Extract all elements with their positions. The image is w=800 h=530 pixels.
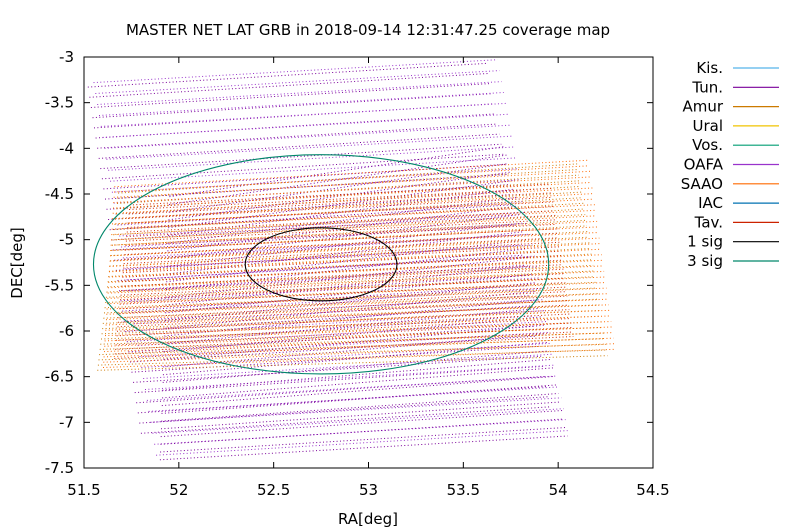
- legend-label: Amur: [682, 98, 723, 116]
- y-tick-label: -5.5: [45, 276, 74, 294]
- contour-3-sig: [92, 154, 550, 375]
- y-tick-label: -4: [59, 139, 74, 157]
- coverage-field-3: [159, 146, 568, 461]
- x-tick-label: 54: [549, 481, 568, 499]
- axis-ticks: 51.5 52 52.5 53 53.5 54 54.5 -3 -3.5 -4 -4.5 -5 -5.5…: [45, 48, 670, 499]
- legend-label: SAAO: [681, 175, 723, 193]
- legend-label: Ural: [692, 117, 723, 135]
- chart-title: MASTER NET LAT GRB in 2018-09-14 12:31:4…: [126, 21, 610, 39]
- coverage-fields: [87, 59, 616, 461]
- x-axis-label: RA[deg]: [338, 510, 398, 528]
- x-tick-label: 53.5: [447, 481, 480, 499]
- coverage-field-1: [87, 62, 551, 434]
- legend-label: Tun.: [691, 78, 723, 96]
- legend-label: Tav.: [694, 213, 723, 231]
- y-tick-label: -3.5: [45, 94, 74, 112]
- y-tick-label: -6.5: [45, 368, 74, 386]
- coverage-field-2: [93, 59, 568, 456]
- coverage-field-6: [114, 183, 574, 359]
- y-tick-label: -3: [59, 48, 74, 66]
- x-tick-label: 53: [359, 481, 378, 499]
- legend-label: OAFA: [684, 156, 724, 174]
- contour-1-sig: [244, 227, 398, 302]
- legend-label: 3 sig: [687, 252, 723, 270]
- legend-label: Kis.: [696, 59, 723, 77]
- x-tick-label: 52: [169, 481, 188, 499]
- x-tick-label: 52.5: [257, 481, 290, 499]
- legend-label: 1 sig: [687, 233, 723, 251]
- legend-label: IAC: [698, 194, 723, 212]
- legend-label: Vos.: [692, 136, 723, 154]
- y-axis-label: DEC[deg]: [8, 227, 26, 298]
- y-tick-label: -5: [59, 231, 74, 249]
- y-tick-label: -4.5: [45, 185, 74, 203]
- y-tick-label: -7: [59, 413, 74, 431]
- sigma-contours: [92, 154, 550, 375]
- coverage-field-5: [102, 159, 616, 368]
- y-tick-label: -6: [59, 322, 74, 340]
- x-tick-label: 51.5: [67, 481, 100, 499]
- x-tick-label: 54.5: [636, 481, 669, 499]
- y-tick-label: -7.5: [45, 459, 74, 477]
